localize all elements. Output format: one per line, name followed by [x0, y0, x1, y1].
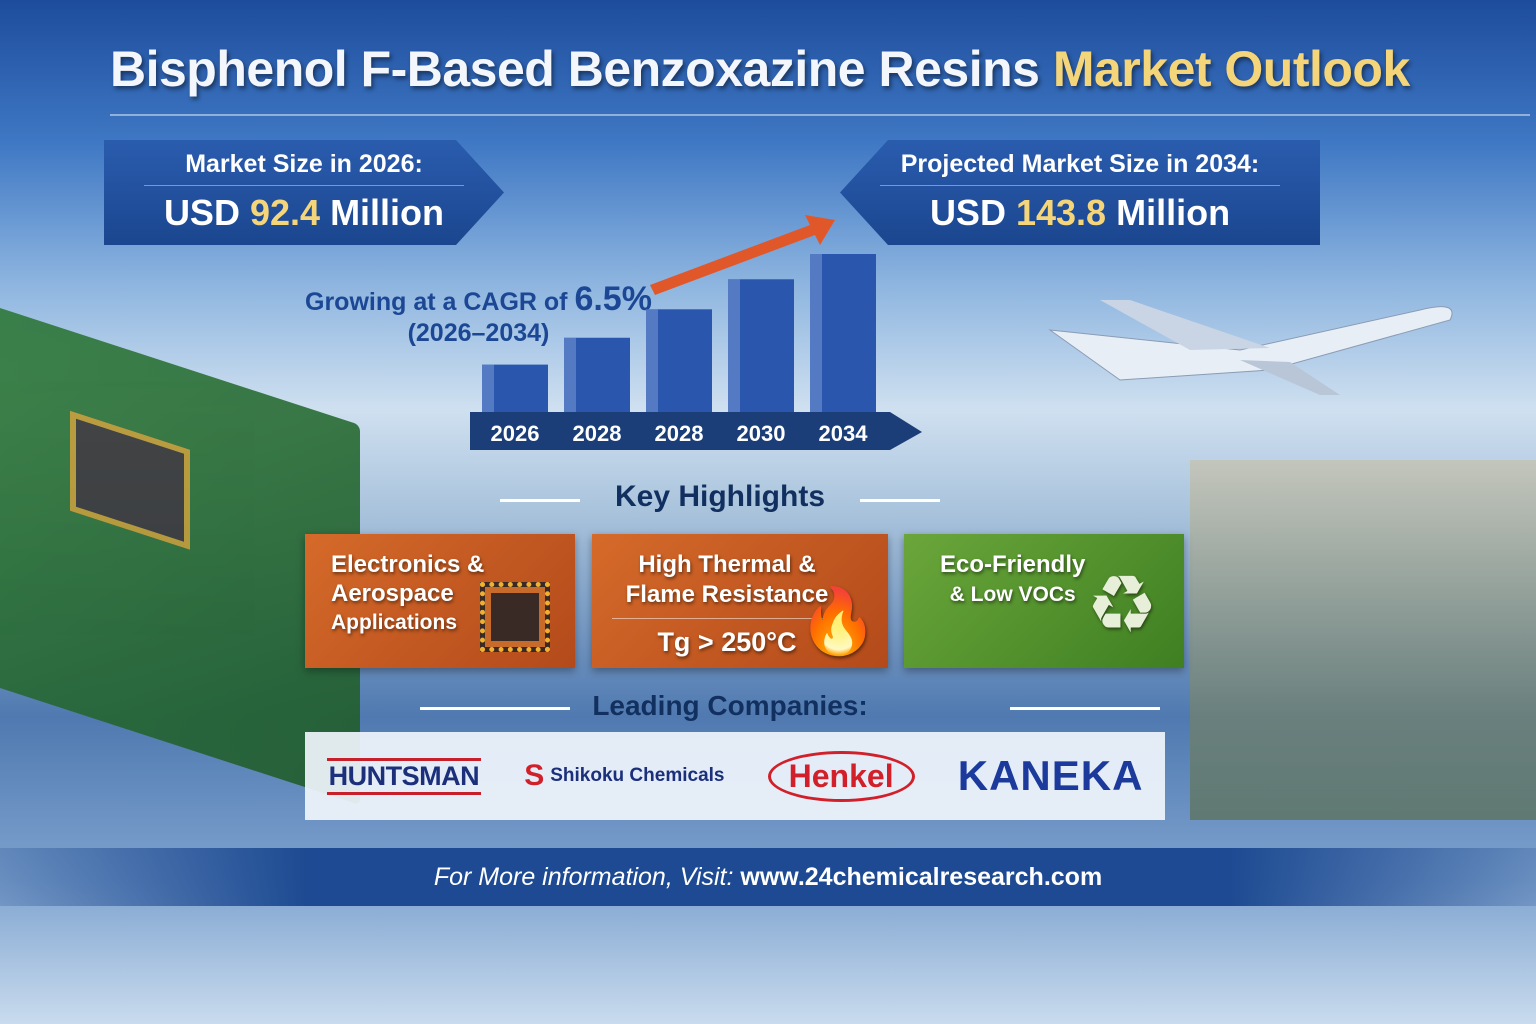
market-size-2026-banner: Market Size in 2026: USD 92.4 Million	[104, 140, 504, 245]
x-tick-label: 2034	[819, 421, 869, 446]
leading-companies-heading: Leading Companies:	[420, 690, 1160, 722]
x-tick-label: 2030	[737, 421, 786, 446]
chip-icon	[480, 582, 550, 652]
bar-side	[728, 279, 740, 412]
shikoku-logo: S Shikoku Chemicals	[524, 759, 725, 792]
airplane-illustration	[1040, 290, 1460, 400]
footer-prefix: For More information, Visit:	[433, 863, 734, 891]
axis-arrow	[470, 412, 922, 450]
flame-icon: 🔥	[798, 585, 878, 657]
bar-side	[810, 254, 822, 412]
footer-url[interactable]: www.24chemicalresearch.com	[740, 863, 1103, 891]
bar-side	[482, 364, 494, 412]
market-2034-value: USD 143.8 Million	[929, 192, 1231, 233]
market-2034-label: Projected Market Size in 2034:	[900, 150, 1260, 178]
growth-bar-chart: 2026 2028 2028 2030 2034	[470, 215, 922, 450]
page-title: Bisphenol F-Based Benzoxazine Resins Mar…	[110, 41, 1410, 97]
footer-banner: For More information, Visit: www.24chemi…	[0, 848, 1536, 906]
x-tick-label: 2028	[655, 421, 704, 446]
growth-arrow	[650, 215, 835, 295]
bar-side	[564, 337, 576, 412]
highlight-card-eco: Eco-Friendly & Low VOCs ♻	[904, 534, 1184, 668]
key-highlights-heading: Key Highlights	[480, 480, 960, 514]
x-tick-label: 2026	[491, 421, 540, 446]
henkel-logo: Henkel	[767, 750, 915, 802]
market-size-2034-banner: Projected Market Size in 2034: USD 143.8…	[840, 140, 1320, 245]
market-2026-label: Market Size in 2026:	[185, 150, 423, 178]
title-divider	[110, 114, 1530, 116]
company-logos: HUNTSMAN S Shikoku Chemicals Henkel KANEK…	[305, 732, 1165, 820]
huntsman-logo: HUNTSMAN	[326, 757, 482, 795]
refinery-illustration	[1190, 460, 1536, 820]
kaneka-logo: KANEKA	[957, 752, 1144, 799]
highlight-card-electronics: Electronics & Aerospace Applications	[305, 534, 575, 668]
bar-side	[646, 309, 658, 412]
x-tick-label: 2028	[573, 421, 622, 446]
highlight-card-thermal: High Thermal & Flame Resistance Tg > 250°…	[592, 534, 888, 668]
cagr-text: Growing at a CAGR of 6.5% (2026–2034)	[305, 280, 652, 347]
recycle-leaf-icon: ♻	[1086, 560, 1158, 649]
market-2026-value: USD 92.4 Million	[163, 192, 445, 233]
